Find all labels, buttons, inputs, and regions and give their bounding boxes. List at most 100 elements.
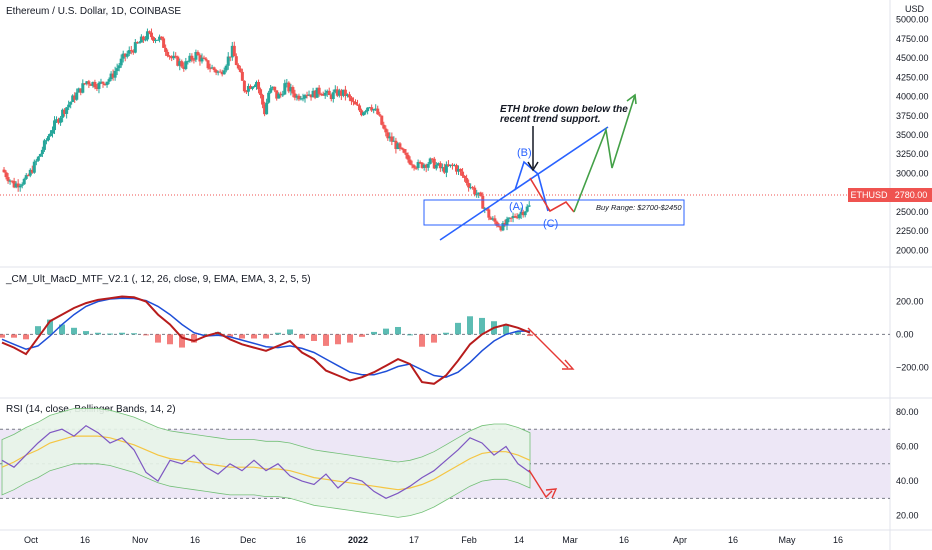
candle-body xyxy=(85,81,89,84)
time-tick-label: Apr xyxy=(673,535,687,545)
candle-body xyxy=(105,81,109,86)
macd-histogram-bar xyxy=(23,334,29,340)
chart-title: Ethereum / U.S. Dollar, 1D, COINBASE xyxy=(6,6,181,17)
candle-body xyxy=(452,165,456,167)
candle-body xyxy=(20,184,24,186)
macd-histogram-bar xyxy=(299,334,305,339)
macd-histogram-bar xyxy=(383,328,389,335)
candle-body xyxy=(242,80,246,92)
candle-body xyxy=(430,158,434,160)
candle-body xyxy=(487,209,491,218)
macd-histogram-bar xyxy=(275,332,281,335)
candle-body xyxy=(174,55,178,57)
candle-body xyxy=(154,39,158,41)
candle-body xyxy=(374,108,378,110)
macd-pane: 200.00 0.00 −200.00 xyxy=(0,295,929,385)
candle-body xyxy=(51,130,54,134)
candle-body xyxy=(469,187,473,189)
candle-body xyxy=(57,119,61,123)
candle-body xyxy=(271,86,275,89)
price-tick-label: 3500.00 xyxy=(896,130,929,140)
candle-body xyxy=(69,101,73,105)
candle-body xyxy=(351,101,355,103)
macd-histogram-bar xyxy=(503,324,509,335)
candle-body xyxy=(28,169,32,176)
candle-body xyxy=(218,71,222,73)
candle-body xyxy=(36,156,40,161)
candle-body xyxy=(491,218,495,220)
time-tick-label: 16 xyxy=(619,535,629,545)
macd-histogram-bar xyxy=(479,317,485,335)
candle-body xyxy=(170,56,174,59)
rsi-basis-line xyxy=(1,435,531,491)
candle-body xyxy=(408,159,412,165)
macd-projection-path xyxy=(527,327,569,369)
candle-body xyxy=(97,82,101,89)
candle-body xyxy=(238,68,242,72)
time-tick-label: Mar xyxy=(562,535,578,545)
candle-body xyxy=(521,211,525,216)
price-tick-label: 4250.00 xyxy=(896,72,929,82)
candle-body xyxy=(214,69,218,73)
candle-body xyxy=(196,52,200,56)
candle-body xyxy=(139,36,143,43)
candle-body xyxy=(416,162,420,168)
candle-body xyxy=(63,109,67,114)
candle-body xyxy=(440,167,444,169)
macd-histogram-bar xyxy=(251,334,257,339)
candle-body xyxy=(236,65,240,69)
candle-body xyxy=(366,107,370,112)
candle-body xyxy=(356,104,360,106)
candle-body xyxy=(412,165,416,168)
candle-body xyxy=(509,217,513,219)
candle-body xyxy=(246,86,250,92)
macd-histogram-bar xyxy=(11,334,17,338)
wave-b-label: (B) xyxy=(517,147,532,159)
candle-body xyxy=(87,81,91,85)
candle-body xyxy=(101,81,105,84)
macd-histogram-bar xyxy=(47,319,53,335)
candle-body xyxy=(354,101,357,105)
candle-body xyxy=(358,105,362,111)
candle-body xyxy=(38,154,42,157)
candle-body xyxy=(436,163,440,166)
candle-body xyxy=(210,67,214,69)
candle-body xyxy=(158,36,162,40)
macd-histogram-bar xyxy=(83,331,89,335)
macd-histogram-bar xyxy=(119,332,125,335)
candle-body xyxy=(450,164,454,166)
candle-body xyxy=(152,37,155,41)
time-tick-label: 2022 xyxy=(348,535,368,545)
candle-body xyxy=(341,89,345,96)
macd-histogram-bar xyxy=(371,331,377,335)
candle-body xyxy=(283,83,287,95)
macd-histogram-bar xyxy=(239,334,245,339)
candle-body xyxy=(285,82,289,84)
elliott-wave-annotation: Buy Range: $2700-$2450 (A) (B) (C) ETH b… xyxy=(423,93,685,241)
candle-body xyxy=(111,73,115,78)
candle-body xyxy=(481,195,485,209)
candle-body xyxy=(380,115,384,125)
candle-body xyxy=(67,104,71,108)
candle-body xyxy=(279,93,283,96)
candle-body xyxy=(141,36,145,40)
candle-body xyxy=(477,192,481,195)
candle-body xyxy=(293,93,297,98)
time-tick-label: Nov xyxy=(132,535,149,545)
candle-body xyxy=(289,87,293,92)
candle-body xyxy=(418,162,422,164)
candle-body xyxy=(444,164,448,173)
candle-body xyxy=(59,117,63,123)
candle-body xyxy=(295,95,299,98)
candle-body xyxy=(2,169,6,173)
macd-title: _CM_Ult_MacD_MTF_V2.1 (, 12, 26, close, … xyxy=(5,274,311,285)
wave-c-label: (C) xyxy=(543,218,558,230)
candle-body xyxy=(206,60,210,69)
price-tick-label: 3000.00 xyxy=(896,168,929,178)
candle-body xyxy=(34,160,38,162)
candle-body xyxy=(103,83,107,86)
candle-body xyxy=(368,107,372,109)
price-tick-label: 2500.00 xyxy=(896,207,929,217)
macd-histogram-bar xyxy=(335,334,341,345)
rsi-tick-label: 80.00 xyxy=(896,407,919,417)
